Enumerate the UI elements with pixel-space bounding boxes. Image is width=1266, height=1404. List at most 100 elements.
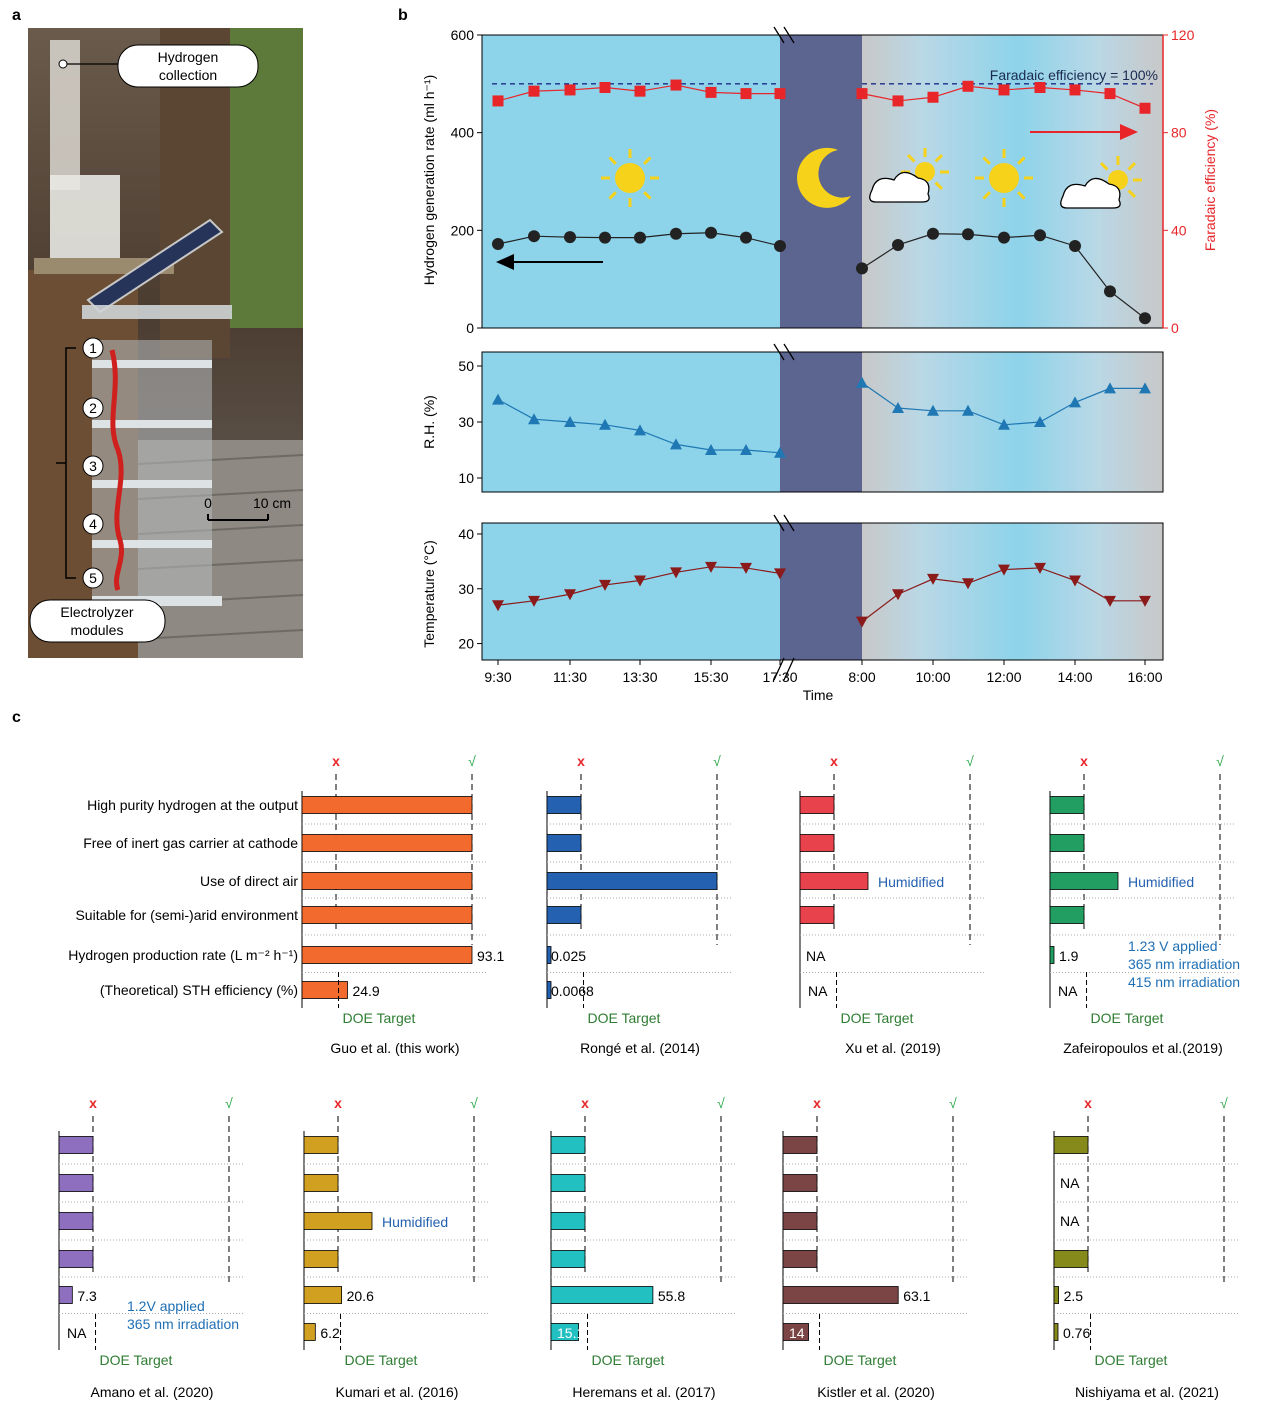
h2-point bbox=[564, 231, 576, 244]
criterion-na-label: NA bbox=[1060, 1213, 1080, 1229]
sth-bar bbox=[550, 1323, 579, 1341]
ytick-rh-label: 30 bbox=[458, 414, 474, 430]
check-mark: √ bbox=[470, 1095, 478, 1111]
right-axis-arrowhead bbox=[1120, 124, 1138, 140]
temp-point bbox=[564, 589, 576, 601]
criterion-bar bbox=[1049, 796, 1085, 814]
xlabel-time: Time bbox=[803, 687, 834, 703]
h2-point bbox=[774, 239, 786, 252]
study-name: Kistler et al. (2020) bbox=[817, 1384, 935, 1400]
criterion-bar bbox=[301, 796, 473, 814]
cross-mark: x bbox=[1080, 753, 1088, 769]
rh-point bbox=[1069, 396, 1081, 408]
criterion-bar bbox=[1049, 834, 1085, 852]
night-background bbox=[780, 352, 862, 492]
sun-ray bbox=[1017, 191, 1026, 200]
sun-ray bbox=[1099, 161, 1109, 171]
sun-icon bbox=[975, 149, 1033, 207]
day2-background bbox=[862, 523, 1163, 660]
sth-bar bbox=[301, 981, 348, 999]
modules-callout bbox=[29, 599, 166, 643]
module-number-5: 5 bbox=[89, 570, 97, 586]
fe-point bbox=[705, 86, 717, 98]
condition-note: 415 nm irradiation bbox=[1128, 974, 1240, 990]
sth-value: 0.76 bbox=[1063, 1325, 1090, 1341]
rate-value: 93.1 bbox=[477, 948, 504, 964]
ytick-temp-label: 20 bbox=[458, 636, 474, 652]
rate-value: 63.1 bbox=[903, 1288, 930, 1304]
axis-break-mark bbox=[783, 514, 795, 532]
sun-icon bbox=[601, 149, 659, 207]
criterion-bar bbox=[782, 1212, 818, 1230]
fe-point bbox=[1069, 84, 1081, 96]
temp-point bbox=[1139, 595, 1151, 607]
photo-beaker bbox=[50, 175, 120, 260]
criterion-label: Free of inert gas carrier at cathode bbox=[83, 835, 298, 851]
criterion-label: Use of direct air bbox=[200, 873, 298, 889]
xtick-label: 12:00 bbox=[986, 669, 1021, 685]
sun-disc bbox=[915, 162, 935, 182]
study-name: Rongé et al. (2014) bbox=[580, 1040, 700, 1056]
module-number-1: 1 bbox=[89, 340, 97, 356]
doe-target-label: DOE Target bbox=[1095, 1352, 1168, 1368]
criterion-bar bbox=[782, 1174, 818, 1192]
check-mark: √ bbox=[225, 1095, 233, 1111]
fe-point bbox=[599, 81, 611, 93]
fe-point bbox=[927, 91, 939, 103]
ylabel-rh: R.H. (%) bbox=[421, 395, 437, 449]
ylabel-temperature: Temperature (°C) bbox=[421, 540, 437, 648]
h2-point bbox=[998, 231, 1010, 244]
module-number-circle bbox=[82, 337, 104, 359]
criterion-na-label: NA bbox=[1060, 1175, 1080, 1191]
panel-letter-b: b bbox=[398, 7, 408, 24]
rh-point bbox=[1034, 416, 1046, 427]
sth-value: NA bbox=[808, 983, 828, 999]
xtick-label: 15:30 bbox=[693, 669, 728, 685]
collection-marker bbox=[58, 59, 68, 69]
ytick-temp-label: 40 bbox=[458, 526, 474, 542]
criterion-bar bbox=[782, 1136, 818, 1154]
criterion-bar bbox=[550, 1136, 586, 1154]
collection-label-line1: Hydrogen bbox=[158, 49, 219, 65]
cross-mark: x bbox=[581, 1095, 589, 1111]
sth-value: 14 bbox=[789, 1325, 805, 1341]
condition-note: 365 nm irradiation bbox=[127, 1316, 239, 1332]
rate-bar bbox=[58, 1286, 73, 1304]
modules-label-line1: Electrolyzer bbox=[60, 604, 133, 620]
temp-point bbox=[528, 595, 540, 607]
study-name: Zafeiropoulos et al.(2019) bbox=[1063, 1040, 1223, 1056]
rh-point bbox=[892, 402, 904, 413]
day-background bbox=[482, 523, 780, 660]
cloud-shape bbox=[1060, 177, 1121, 209]
scale-zero: 0 bbox=[204, 495, 212, 511]
sth-bar bbox=[303, 1323, 316, 1341]
criterion-bar bbox=[1053, 1250, 1089, 1268]
temp-point bbox=[670, 567, 682, 579]
fe-point bbox=[962, 80, 974, 92]
check-mark: √ bbox=[717, 1095, 725, 1111]
study-name: Kumari et al. (2016) bbox=[336, 1384, 459, 1400]
h2-point bbox=[1139, 312, 1151, 325]
rate-value: 0.025 bbox=[551, 948, 586, 964]
check-mark: √ bbox=[949, 1095, 957, 1111]
cross-mark: x bbox=[577, 753, 585, 769]
rh-point bbox=[599, 418, 611, 430]
panel-c-comparison: High purity hydrogen at the output Free o… bbox=[58, 753, 1240, 1400]
module-number-circle bbox=[82, 397, 104, 419]
ytick-right-label: 120 bbox=[1171, 27, 1195, 43]
criterion-label: High purity hydrogen at the output bbox=[87, 797, 298, 813]
rh-point bbox=[634, 424, 646, 436]
cross-mark: x bbox=[332, 753, 340, 769]
rh-point bbox=[927, 404, 939, 416]
rh-point bbox=[998, 418, 1010, 430]
photo-electrolyzer-stack bbox=[82, 305, 232, 606]
criterion-bar bbox=[799, 906, 835, 924]
collection-callout bbox=[117, 44, 259, 88]
temp-point bbox=[1034, 562, 1046, 574]
left-axis-arrowhead bbox=[496, 254, 514, 270]
rate-value: 2.5 bbox=[1064, 1288, 1084, 1304]
rate-bar bbox=[782, 1286, 899, 1304]
rh-point bbox=[740, 444, 752, 455]
doe-target-label: DOE Target bbox=[824, 1352, 897, 1368]
check-mark: √ bbox=[1220, 1095, 1228, 1111]
